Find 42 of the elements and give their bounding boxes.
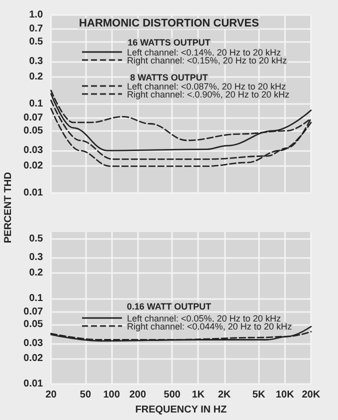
annotation: 8 WATTS OUTPUT <box>130 72 208 82</box>
legend-label: Left channel: <0.087%, 20 Hz to 20 kHz <box>127 82 286 92</box>
x-tick-label: 50 <box>80 390 92 401</box>
y-tick-label: 0.03 <box>24 145 44 156</box>
y-tick-label: 0.05 <box>24 318 44 330</box>
y-tick-label: 0.07 <box>24 306 44 318</box>
y-tick-label: 1.0 <box>29 10 44 20</box>
y-tick-label: 0.01 <box>24 378 44 390</box>
chart-title: HARMONIC DISTORTION CURVES <box>79 18 259 30</box>
x-tick-label: 500 <box>164 390 181 401</box>
x-tick-label: 100 <box>103 390 120 401</box>
legend-label: Left channel: <0.14%, 20 Hz to 20 kHz <box>127 48 282 58</box>
y-tick-label: 0.05 <box>24 125 44 136</box>
x-tick-label: 20 <box>45 390 57 401</box>
y-tick-label: 0.2 <box>29 267 44 278</box>
x-tick-label: 200 <box>129 390 146 401</box>
x-tick-label: 1K <box>192 390 206 401</box>
y-tick-label: 0.5 <box>29 233 44 244</box>
y-axis-title: PERCENT THD <box>3 172 14 244</box>
x-tick-label: 5K <box>252 390 266 401</box>
x-tick-label: 10K <box>276 390 295 401</box>
y-tick-label: 0.02 <box>24 160 44 172</box>
legend-label: Right channel: <.0.90%, 20 Hz to 20 kHz <box>127 90 290 100</box>
legend-label: Right channel: <0.15%, 20 Hz to 20 kHz <box>127 56 288 66</box>
y-tick-label: 0.3 <box>29 56 44 68</box>
x-tick-label: 2K <box>218 390 232 401</box>
y-tick-label: 0.7 <box>29 23 44 34</box>
x-tick-label: 20K <box>302 390 321 401</box>
legend-label: Left channel: <0.05%, 20 Hz to 20 kHz <box>127 314 282 324</box>
annotation: 0.16 WATT OUTPUT <box>126 302 212 312</box>
legend-label: Right channel: <0.044%, 20 Hz to 20 kHz <box>127 322 292 332</box>
y-tick-label: 0.3 <box>29 252 44 264</box>
y-tick-label: 0.2 <box>29 72 44 83</box>
y-tick-label: 0.07 <box>24 112 44 124</box>
y-tick-label: 0.1 <box>29 98 44 110</box>
y-tick-label: 0.02 <box>24 352 44 364</box>
y-tick-label: 0.03 <box>24 338 44 349</box>
y-tick-label: 0.5 <box>29 36 44 48</box>
y-tick-label: 0.1 <box>29 293 44 304</box>
y-tick-label: 0.01 <box>24 188 44 198</box>
annotation: 16 WATTS OUTPUT <box>128 38 211 48</box>
x-axis-title: FREQUENCY IN HZ <box>135 404 227 416</box>
